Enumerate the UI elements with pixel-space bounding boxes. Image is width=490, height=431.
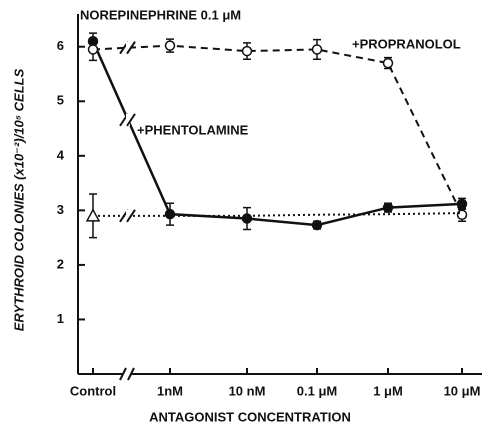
break-gap xyxy=(126,113,130,126)
y-tick-label: 6 xyxy=(57,38,64,53)
chart-title: NOREPINEPHRINE 0.1 μM xyxy=(80,7,241,22)
x-tick-label: Control xyxy=(70,383,116,398)
break-gap xyxy=(126,209,130,222)
marker xyxy=(311,219,323,231)
marker xyxy=(456,209,468,220)
marker xyxy=(164,208,176,220)
series-line xyxy=(93,212,463,217)
marker xyxy=(382,57,394,69)
y-tick-label: 2 xyxy=(57,256,64,271)
y-tick-label: 5 xyxy=(57,93,64,108)
line-break xyxy=(126,113,136,127)
y-axis-label: ERYTHROID COLONIES (x10⁻²)/10⁵ CELLS xyxy=(11,68,26,331)
axis-break xyxy=(127,367,135,381)
y-tick-label: 3 xyxy=(57,202,64,217)
series-line xyxy=(92,44,463,216)
x-tick-label: 10 μM xyxy=(444,383,481,398)
marker xyxy=(311,44,323,55)
series-line xyxy=(91,40,463,227)
marker xyxy=(87,44,99,55)
line-break xyxy=(126,41,136,55)
x-tick-label: 10 nM xyxy=(229,383,266,398)
marker xyxy=(164,40,176,51)
marker xyxy=(382,202,394,213)
axis-break xyxy=(119,367,127,381)
break-gap xyxy=(126,41,130,54)
marker xyxy=(241,45,253,57)
x-tick-label: 1 μM xyxy=(373,383,403,398)
y-tick-label: 1 xyxy=(57,311,64,326)
series-label: +PROPRANOLOL xyxy=(352,36,461,51)
x-tick-label: 0.1 μM xyxy=(297,383,337,398)
series-label: +PHENTOLAMINE xyxy=(137,122,249,137)
line-break xyxy=(126,209,136,223)
marker xyxy=(85,208,101,222)
y-tick-label: 4 xyxy=(57,147,65,162)
x-tick-label: 1nM xyxy=(157,383,183,398)
x-axis-label: ANTAGONIST CONCENTRATION xyxy=(149,409,351,424)
